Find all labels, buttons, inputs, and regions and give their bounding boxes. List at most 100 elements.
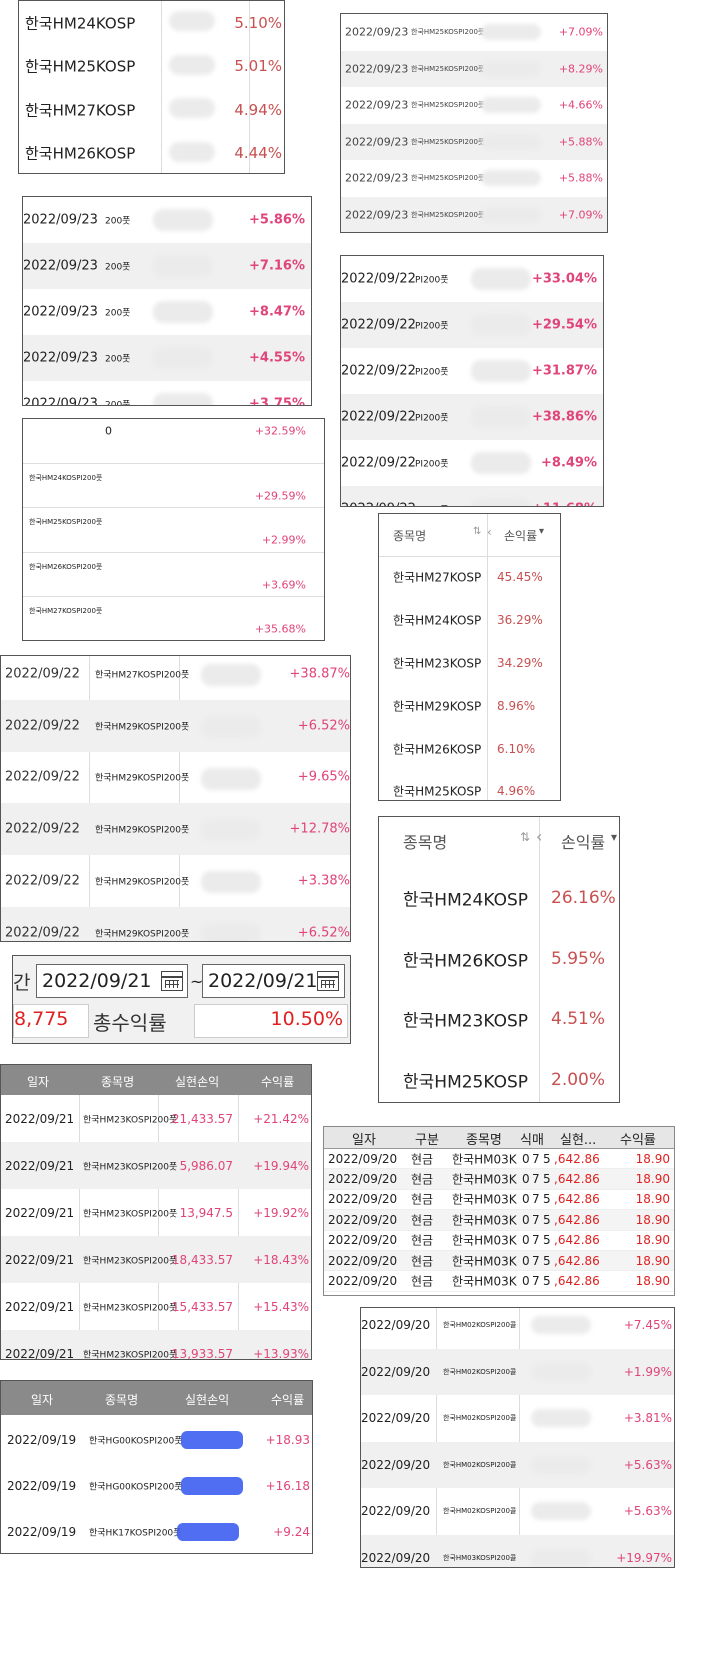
table-row[interactable]: 0 +32.59% [23, 419, 324, 464]
table-row[interactable]: 한국HM25KOSP 2.00% [379, 1050, 619, 1103]
table-row[interactable]: 2022/09/21 한국HM23KOSPI200풋 5,986.07 +19.94% [1, 1142, 311, 1189]
table-row[interactable]: 한국HM26KOSP 6.10% [379, 727, 560, 770]
stock-name: 한국HM25KOSPI200풋 [411, 28, 485, 37]
table-row[interactable]: 2022/09/23 한국HM25KOSPI200풋 +7.09% [341, 196, 607, 232]
table-row[interactable]: 2022/09/20 현금 한국HM03K 0 7 5,642.86 18.90 [324, 1231, 674, 1251]
stock-name: 한국HM26KOSP [403, 951, 529, 972]
column-header-rate[interactable]: 수익률 [620, 1133, 656, 1148]
column-header-name[interactable]: 종목명 [393, 529, 427, 543]
column-header-rate[interactable]: 수익률 [261, 1075, 295, 1089]
column-header-rate[interactable]: 손익률 [561, 833, 606, 852]
profit-rate: +9.24 [273, 1525, 310, 1539]
table-row[interactable]: 2022/09/19 한국HG00KOSPI200풋 +16.18 [1, 1463, 312, 1509]
table-row[interactable]: 2022/09/21 한국HM23KOSPI200풋 13,933.57 +13.93… [1, 1330, 311, 1359]
trade-date: 2022/09/20 [361, 1411, 431, 1426]
table-row[interactable]: 2022/09/23 한국HM25KOSPI200풋 +5.88% [341, 123, 607, 160]
table-row[interactable]: 2022/09/20 현금 한국HM03K 0 7 5,642.86 18.90 [324, 1210, 674, 1231]
table-row[interactable]: 2022/09/21 한국HM23KOSPI200풋 13,947.5 +19.92% [1, 1189, 311, 1236]
column-header-rate[interactable]: 손익률 [504, 529, 538, 543]
table-row[interactable]: 2022/09/21 한국HM23KOSPI200풋 18,433.57 +18.43… [1, 1236, 311, 1283]
table-row[interactable]: 2022/09/21 한국HM23KOSPI200풋 15,433.57 +15.43… [1, 1283, 311, 1330]
table-row[interactable]: 2022/09/22 한국HM27KOSPI200풋 +38.87% [1, 656, 350, 700]
table-row[interactable]: 2022/09/19 한국HG00KOSPI200풋 +18.93 [1, 1417, 312, 1463]
table-row[interactable]: 한국HM29KOSP 8.96% [379, 684, 560, 727]
table-row[interactable]: 한국HM27KOSP 4.94% [19, 88, 284, 132]
table-row[interactable]: 2022/09/23 한국HM25KOSPI200풋 +7.09% [341, 14, 607, 51]
chevron-left-icon[interactable]: ‹ [536, 827, 543, 846]
column-header-pnl[interactable]: 실현... [560, 1133, 597, 1148]
table-row[interactable]: 2022/09/22 PI200풋 +31.87% [341, 348, 603, 394]
calendar-icon[interactable] [317, 971, 339, 991]
trade-date: 2022/09/23 [23, 258, 98, 274]
chevron-left-icon[interactable]: ‹ [487, 525, 492, 539]
column-header-c1[interactable]: 식 [520, 1133, 532, 1148]
table-row[interactable]: 2022/09/23 200풋 +5.86% [23, 197, 311, 243]
table-row[interactable]: 2022/09/22 한국HM29KOSPI200풋 +6.52% [1, 906, 350, 941]
table-row[interactable]: 한국HM24KOSP 36.29% [379, 599, 560, 642]
table-row[interactable]: 2022/09/22 PI200풋 +33.04% [341, 256, 603, 302]
table-row[interactable]: 2022/09/22 PI200풋 +8.49% [341, 440, 603, 486]
table-row[interactable]: 2022/09/20 한국HM02KOSPI200콜 +7.45% [361, 1308, 674, 1349]
table-row[interactable]: 2022/09/20 한국HM02KOSPI200콜 +5.63% [361, 1488, 674, 1535]
table-row[interactable]: 한국HM27KOSP 45.45% [379, 556, 560, 599]
column-header-name[interactable]: 종목명 [466, 1133, 502, 1148]
table-row[interactable]: 한국HM25KOSP 5.01% [19, 45, 284, 89]
start-date-input[interactable]: 2022/09/21 [36, 964, 188, 998]
column-header-name[interactable]: 종목명 [105, 1393, 139, 1407]
table-row[interactable]: 2022/09/20 한국HM02KOSPI200콜 +3.81% [361, 1395, 674, 1442]
end-date-input[interactable]: 2022/09/21 [202, 964, 345, 998]
table-row[interactable]: 2022/09/20 현금 한국HM03K 0 7 5,642.86 18.90 [324, 1169, 674, 1190]
sort-desc-icon[interactable]: ▾ [611, 830, 618, 844]
calendar-icon[interactable] [161, 971, 183, 991]
table-row[interactable]: 2022/09/20 현금 한국HM03K 0 7 5,642.86 18.90 [324, 1271, 674, 1292]
table-row[interactable]: 2022/09/23 200풋 +8.47% [23, 289, 311, 335]
table-row[interactable]: 2022/09/23 200풋 +4.55% [23, 335, 311, 381]
table-row[interactable]: 한국HM27KOSPI200풋 +35.68% [23, 597, 324, 640]
profit-rate: 34.29% [497, 655, 543, 670]
column-header-pnl[interactable]: 실현손익 [175, 1075, 220, 1089]
table-row[interactable]: 한국HM23KOSP 34.29% [379, 642, 560, 685]
column-header-date[interactable]: 일자 [31, 1393, 54, 1407]
table-row[interactable]: 2022/09/23 한국HM25KOSPI200풋 +4.66% [341, 87, 607, 124]
table-row[interactable]: 2022/09/22 한국HM29KOSPI200풋 +6.52% [1, 699, 350, 752]
column-header-name[interactable]: 종목명 [403, 833, 448, 852]
table-row[interactable]: 2022/09/20 현금 한국HM03K 0 7 5,642.86 18.90 [324, 1190, 674, 1211]
table-row[interactable]: 한국HM25KOSP 4.96% [379, 770, 560, 800]
column-header-rate[interactable]: 수익률 [271, 1393, 305, 1407]
table-row[interactable]: 2022/09/22 PI200풋 +29.54% [341, 302, 603, 348]
table-row[interactable]: 2022/09/22 한국HM29KOSPI200풋 +9.65% [1, 752, 350, 804]
table-row[interactable]: 2022/09/20 한국HM02KOSPI200콜 +1.99% [361, 1348, 674, 1395]
column-header-name[interactable]: 종목명 [101, 1075, 135, 1089]
table-row[interactable]: 2022/09/22 한국HM29KOSPI200풋 +3.38% [1, 855, 350, 907]
table-row[interactable]: 2022/09/23 한국HM25KOSPI200풋 +5.88% [341, 160, 607, 197]
column-header-date[interactable]: 일자 [352, 1133, 376, 1148]
column-header-date[interactable]: 일자 [27, 1075, 50, 1089]
table-row[interactable]: 한국HM26KOSP 4.44% [19, 132, 284, 174]
sort-icon[interactable]: ⇅ [520, 830, 531, 844]
table-row[interactable]: 한국HM24KOSP 5.10% [19, 1, 284, 45]
column-header-c2[interactable]: 매 [532, 1133, 544, 1148]
table-row[interactable]: 한국HM26KOSPI200풋 +3.69% [23, 553, 324, 598]
column-header-pnl[interactable]: 실현손익 [185, 1393, 230, 1407]
table-row[interactable]: 한국HM25KOSPI200풋 +2.99% [23, 508, 324, 553]
table-row[interactable]: 2022/09/22 PI200풋 +38.86% [341, 394, 603, 440]
table-row[interactable]: 2022/09/20 한국HM03KOSPI200콜 +19.97% [361, 1534, 674, 1567]
sort-desc-icon[interactable]: ▾ [539, 526, 545, 537]
stock-name: 0 [105, 424, 112, 438]
table-row[interactable]: 한국HM26KOSP 5.95% [379, 929, 619, 990]
table-row[interactable]: 2022/09/22 한국HM29KOSPI200풋 +12.78% [1, 803, 350, 856]
table-row[interactable]: 2022/09/20 현금 한국HM03K 0 7 5,642.86 18.90 [324, 1149, 674, 1170]
table-row[interactable]: 한국HM23KOSP 4.51% [379, 989, 619, 1050]
table-row[interactable]: 2022/09/23 한국HM25KOSPI200풋 +8.29% [341, 50, 607, 87]
table-row[interactable]: 2022/09/21 한국HM23KOSPI200풋 21,433.57 +21.42… [1, 1095, 311, 1142]
table-row[interactable]: 한국HM24KOSPI200풋 +29.59% [23, 464, 324, 509]
table-row[interactable]: 2022/09/20 현금 한국HM03K 0 7 5,642.86 18.90 [324, 1250, 674, 1272]
table-row[interactable]: 2022/09/23 200풋 +7.16% [23, 243, 311, 289]
table-row[interactable]: 2022/09/19 한국HK17KOSPI200풋 +9.24 [1, 1509, 312, 1553]
table-row[interactable]: 한국HM24KOSP 26.16% [379, 868, 619, 929]
table-row[interactable]: 2022/09/23 200풋 +3.75% [23, 381, 311, 405]
sort-icon[interactable]: ⇅ [473, 526, 482, 537]
table-row[interactable]: 2022/09/20 한국HM02KOSPI200콜 +5.63% [361, 1441, 674, 1488]
column-header-type[interactable]: 구분 [415, 1133, 439, 1148]
